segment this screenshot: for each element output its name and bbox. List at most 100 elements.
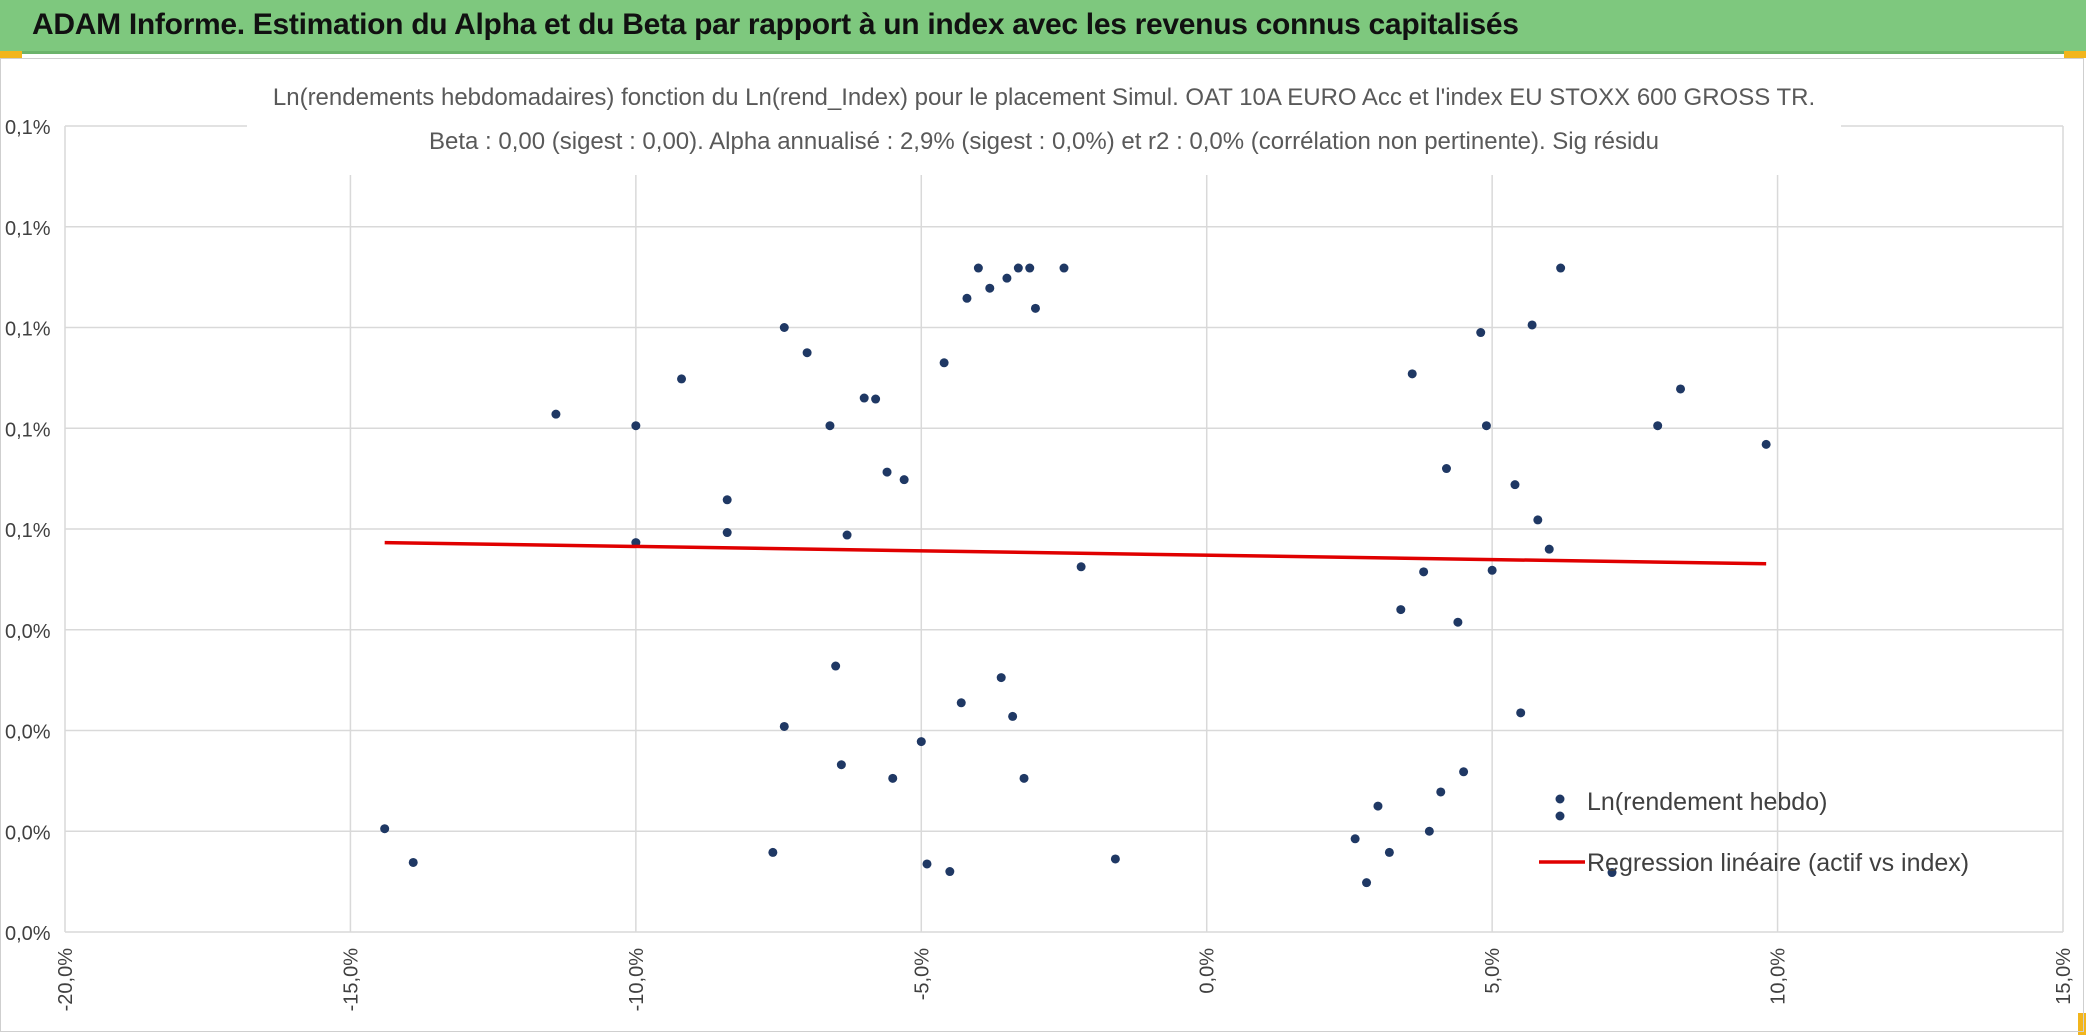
data-point: [1019, 773, 1029, 783]
regression-layer: [384, 540, 1767, 566]
x-tick-label: -5,0%: [911, 948, 933, 1000]
data-point: [1527, 320, 1537, 330]
chart-title-line1: Ln(rendements hebdomadaires) fonction du…: [273, 84, 1815, 111]
y-axis-ticks: 0,1% 0,1% 0,1% 0,1% 0,1% 0,0% 0,0% 0,0% 0,0%: [5, 117, 51, 945]
data-points: [380, 263, 1771, 888]
data-point: [380, 824, 390, 834]
data-point: [973, 263, 983, 273]
y-tick-label: 0,1%: [5, 520, 51, 542]
data-point: [1424, 826, 1434, 836]
scatter-chart: Ln(rendements hebdomadaires) fonction du…: [5, 63, 2075, 1012]
data-point: [1544, 544, 1554, 554]
page-title: ADAM Informe. Estimation du Alpha et du …: [32, 8, 1519, 41]
data-point: [1030, 303, 1040, 313]
x-axis-ticks: -20,0% -15,0% -10,0% -5,0% 0,0% 5,0% 10,0% 15,0…: [55, 948, 2075, 1012]
data-point: [779, 721, 789, 731]
data-point: [1384, 847, 1394, 857]
data-point: [1002, 273, 1012, 283]
data-point: [888, 773, 898, 783]
corner-accent-left: [0, 51, 22, 58]
data-point: [1533, 515, 1543, 525]
data-point: [1350, 834, 1360, 844]
data-point: [631, 421, 641, 431]
data-point: [1761, 439, 1771, 449]
data-point: [1516, 708, 1526, 718]
y-tick-label: 0,0%: [5, 822, 51, 844]
data-point: [1653, 421, 1663, 431]
data-point: [922, 859, 932, 869]
data-point: [836, 760, 846, 770]
data-point: [882, 467, 892, 477]
data-point: [945, 867, 955, 877]
legend: Ln(rendement hebdo) Regression linéaire …: [1539, 788, 1969, 877]
corner-accent-right: [2064, 51, 2086, 58]
data-point: [1008, 711, 1018, 721]
data-point: [1110, 854, 1120, 864]
data-point: [956, 698, 966, 708]
legend-point-marker: [1555, 794, 1565, 804]
y-tick-label: 0,1%: [5, 117, 51, 139]
data-point: [722, 495, 732, 505]
x-tick-label: -15,0%: [340, 948, 362, 1012]
data-point: [1436, 787, 1446, 797]
regression-line: [384, 540, 1767, 566]
data-point: [802, 348, 812, 358]
data-point: [408, 857, 418, 867]
data-point: [916, 737, 926, 747]
data-point: [1481, 421, 1491, 431]
data-point: [996, 673, 1006, 683]
data-point: [1396, 605, 1406, 615]
data-point: [899, 475, 909, 485]
data-point: [1453, 617, 1463, 627]
data-point: [1407, 369, 1417, 379]
y-tick-label: 0,1%: [5, 419, 51, 441]
data-point: [1556, 263, 1566, 273]
data-point: [1476, 328, 1486, 338]
data-point: [831, 661, 841, 671]
corner-accent-bottom: [2078, 1013, 2086, 1035]
legend-line-label: Regression linéaire (actif vs index): [1587, 849, 1969, 877]
data-point: [1025, 263, 1035, 273]
data-point: [1676, 384, 1686, 394]
title-bar: ADAM Informe. Estimation du Alpha et du …: [0, 0, 2086, 54]
data-point: [551, 409, 561, 419]
data-point: [842, 530, 852, 540]
chart-title-line2: Beta : 0,00 (sigest : 0,00). Alpha annua…: [429, 128, 1659, 155]
data-point: [1013, 263, 1023, 273]
x-tick-label: -10,0%: [626, 948, 648, 1012]
data-point: [985, 283, 995, 293]
data-point: [1059, 263, 1069, 273]
data-point: [1487, 565, 1497, 575]
data-point: [677, 374, 687, 384]
data-point: [1441, 464, 1451, 474]
x-tick-label: -20,0%: [55, 948, 77, 1012]
data-point: [871, 394, 881, 404]
x-tick-label: 0,0%: [1197, 948, 1219, 994]
legend-points-label: Ln(rendement hebdo): [1587, 788, 1827, 816]
data-point: [939, 358, 949, 368]
y-tick-label: 0,0%: [5, 923, 51, 945]
data-point: [1459, 767, 1469, 777]
data-point: [859, 393, 869, 403]
data-point: [1362, 878, 1372, 888]
data-point: [1510, 480, 1520, 490]
x-tick-label: 10,0%: [1768, 948, 1790, 1005]
x-tick-label: 5,0%: [1482, 948, 1504, 994]
y-tick-label: 0,0%: [5, 722, 51, 744]
legend-point-marker: [1555, 811, 1565, 821]
y-tick-label: 0,0%: [5, 621, 51, 643]
data-point: [1419, 567, 1429, 577]
data-point: [722, 528, 732, 538]
x-tick-label: 15,0%: [2053, 948, 2075, 1005]
data-point: [1076, 562, 1086, 572]
data-point: [962, 293, 972, 303]
data-point: [768, 847, 778, 857]
data-point: [1607, 868, 1617, 878]
chart-frame: Ln(rendements hebdomadaires) fonction du…: [0, 58, 2084, 1032]
data-point: [1373, 801, 1383, 811]
data-point: [825, 421, 835, 431]
chart-title-background: [247, 63, 1841, 175]
data-point: [779, 323, 789, 332]
grid-layer: [64, 125, 2064, 933]
y-tick-label: 0,1%: [5, 319, 51, 341]
